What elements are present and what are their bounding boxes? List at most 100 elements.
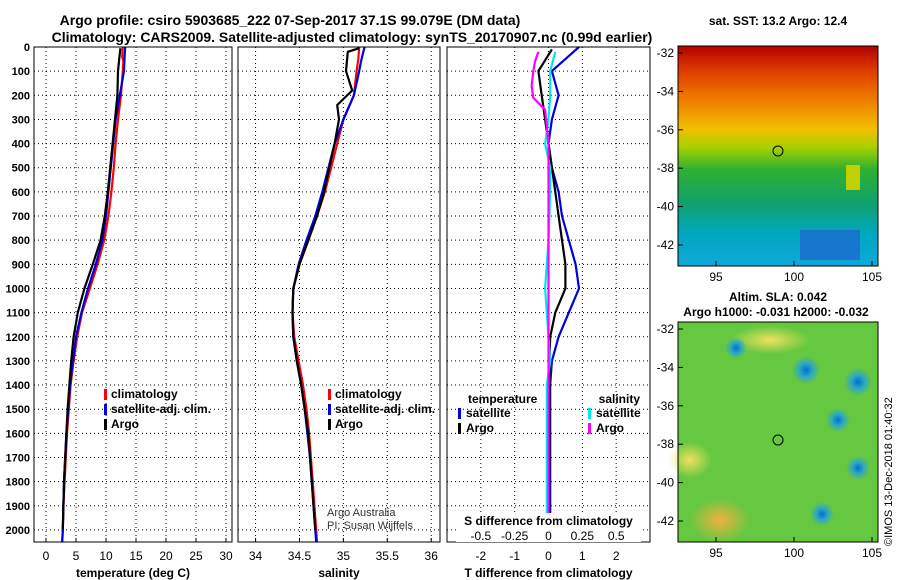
sla-low-blob	[826, 408, 850, 432]
sst-cold-patch	[800, 230, 860, 260]
map-x-tick-label: 95	[709, 546, 723, 560]
y-tick-label: 1400	[6, 380, 30, 392]
x-tick-label: 35	[337, 549, 351, 563]
sla-low-blob	[844, 368, 872, 396]
y-tick-label: 1100	[6, 308, 30, 320]
map-y-tick-label: -36	[657, 399, 675, 413]
map-y-tick-label: -32	[657, 46, 675, 60]
legend-swatch	[458, 408, 461, 419]
legend-label: Argo	[335, 417, 363, 431]
plot-area	[34, 47, 232, 542]
x-tick-label: 25	[189, 549, 203, 563]
legend-label: Argo	[111, 417, 139, 431]
y-tick-label: 1000	[6, 283, 30, 295]
sla-map: Altim. SLA: 0.042 Argo h1000: -0.031 h20…	[657, 290, 883, 560]
map-y-tick-label: -42	[657, 514, 675, 528]
sst-warm-patch	[846, 165, 860, 190]
series-line-s-satellite	[543, 51, 557, 542]
x-tick-label: 0	[43, 549, 50, 563]
s-tick-label: 0	[545, 529, 552, 543]
sst-argo-marker	[772, 145, 784, 157]
legend-swatch	[588, 408, 591, 419]
y-tick-label: 600	[12, 187, 30, 199]
credit-text: ©IMOS 13-Dec-2018 01:40:32	[883, 397, 895, 546]
title-line-1: Argo profile: csiro 5903685_222 07-Sep-2…	[60, 12, 521, 28]
legend-swatch	[328, 419, 331, 430]
map-y-tick-label: -32	[657, 322, 675, 336]
map-y-tick-label: -42	[657, 238, 675, 252]
series-line-argo	[291, 47, 360, 530]
legend-label: satellite-adj. clim.	[111, 402, 211, 416]
x-tick-label: 1	[579, 549, 586, 563]
y-tick-label: 0	[24, 42, 30, 54]
map-y-tick-label: -40	[657, 200, 675, 214]
sla-frame	[677, 321, 879, 543]
y-tick-label: 1600	[6, 428, 30, 440]
legend-swatch	[328, 404, 331, 415]
sla-map-title-1: Altim. SLA: 0.042	[729, 290, 827, 304]
s-tick-label: -0.5	[470, 529, 491, 543]
legend-swatch	[104, 389, 107, 400]
legend-label: climatology	[111, 387, 178, 401]
legend-swatch	[588, 423, 591, 434]
annotation-text: Argo Australia	[327, 507, 396, 519]
map-y-tick-label: -36	[657, 123, 675, 137]
plot-frame	[33, 46, 233, 543]
legend-title-salinity: salinity	[599, 392, 641, 406]
map-y-tick-label: -40	[657, 476, 675, 490]
y-tick-label: 1900	[6, 501, 30, 513]
sla-low-blob	[792, 356, 820, 384]
y-tick-label: 1800	[6, 477, 30, 489]
sla-high-blob	[690, 498, 750, 542]
sst-frame	[677, 45, 879, 267]
temperature-panel: 0 5 10 15 20 25 30 temperature (deg C) 0 100 200 30…	[6, 42, 233, 580]
map-y-tick-label: -38	[657, 437, 675, 451]
x-tick-label: 5	[73, 549, 80, 563]
y-tick-label: 200	[12, 90, 30, 102]
x-tick-label: 0	[545, 549, 552, 563]
sst-ticks: -32 -34 -36 -38 -40 -42 95 100 105	[657, 46, 883, 284]
legend-swatch	[104, 404, 107, 415]
x-tick-label: 20	[159, 549, 173, 563]
s-tick-label: -0.25	[501, 529, 529, 543]
map-x-tick-label: 105	[862, 270, 882, 284]
sla-low-blob	[846, 456, 870, 480]
annotation-text: PI: Susan Wijffels	[327, 520, 413, 532]
sla-ticks: -32 -34 -36 -38 -40 -42 95 100 105	[657, 322, 883, 560]
y-tick-label: 2000	[6, 525, 30, 537]
difference-panel: -2 -1 0 1 2 T difference from climatology S di…	[446, 46, 651, 580]
x-tick-label: 2	[613, 549, 620, 563]
sla-argo-marker	[772, 434, 784, 446]
legend-swatch	[328, 389, 331, 400]
x-axis-label: salinity	[318, 566, 360, 580]
s-tick-label: 0.5	[608, 529, 625, 543]
legend-label: Argo	[466, 421, 494, 435]
x-tick-label: 35.5	[376, 549, 400, 563]
x-tick-label: 30	[219, 549, 233, 563]
title-line-2: Climatology: CARS2009. Satellite-adjuste…	[52, 29, 653, 45]
x-tick-label: -1	[509, 549, 520, 563]
sla-map-title-2: Argo h1000: -0.031 h2000: -0.032	[683, 305, 869, 319]
y-tick-label: 400	[12, 139, 30, 151]
x-tick-label: 15	[129, 549, 143, 563]
sla-low-blob	[810, 502, 834, 526]
s-axis-label: S difference from climatology	[464, 514, 633, 528]
y-tick-label: 900	[12, 259, 30, 271]
s-axis-box	[456, 513, 641, 542]
x-axis-label: temperature (deg C)	[76, 566, 190, 580]
salinity-panel: 34 34.5 35 35.5 36 salinity climatologysatelli…	[237, 46, 441, 580]
y-tick-label: 1200	[6, 332, 30, 344]
y-tick-label: 1500	[6, 404, 30, 416]
series-line-argo	[61, 48, 122, 530]
legend-label: satellite-adj. clim.	[335, 402, 435, 416]
map-y-tick-label: -38	[657, 161, 675, 175]
legend-label: satellite	[596, 406, 641, 420]
map-x-tick-label: 100	[784, 270, 804, 284]
sla-high-blob	[730, 326, 810, 354]
x-tick-label: 34	[249, 549, 263, 563]
map-x-tick-label: 100	[784, 546, 804, 560]
y-tick-label: 1300	[6, 356, 30, 368]
plot-frame	[237, 46, 441, 543]
map-y-tick-label: -34	[657, 360, 675, 374]
